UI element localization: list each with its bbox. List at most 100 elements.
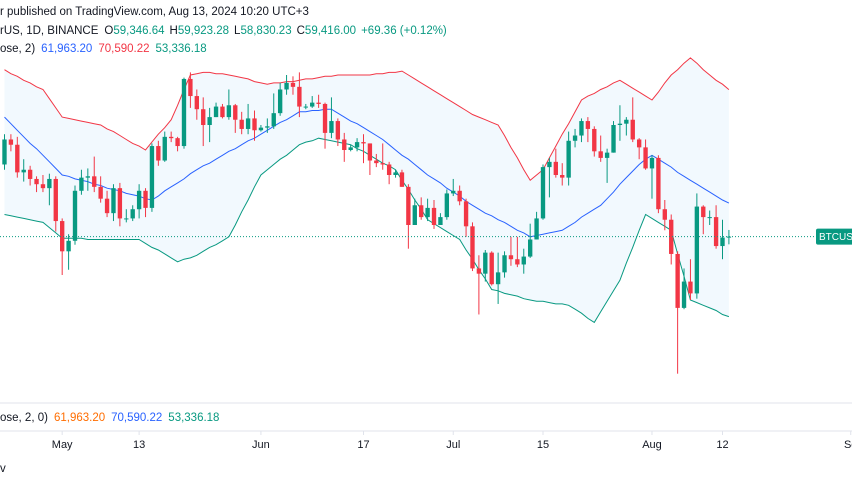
candle-body <box>104 198 110 214</box>
candle-body <box>85 176 91 178</box>
ohlc-key: O <box>104 25 113 37</box>
candle-body <box>66 240 71 252</box>
candle-body <box>233 105 238 120</box>
candle-body <box>521 256 526 265</box>
candle-body <box>149 146 155 208</box>
x-tick-label: 15 <box>537 439 549 451</box>
candle-body <box>265 126 270 128</box>
candle-body <box>15 144 20 173</box>
candle-body <box>483 252 488 274</box>
candle-body <box>27 169 33 179</box>
candle-body <box>53 178 58 222</box>
candle-body <box>495 272 501 285</box>
candle-body <box>271 113 276 127</box>
candle-body <box>60 221 65 252</box>
indicator-legend: ose, 2) 61,963.20 70,590.22 53,336.18 <box>0 43 207 55</box>
candle-body <box>156 146 161 161</box>
published-line: r published on TradingView.com, Aug 13, … <box>0 6 309 18</box>
band-line <box>4 57 730 182</box>
candle-body <box>669 219 674 254</box>
change: +69.36 (+0.12%) <box>361 25 447 37</box>
pane-legend: ose, 2, 0) 61,963.20 70,590.22 53,336.18 <box>0 412 219 424</box>
candle-body <box>117 188 123 219</box>
candle-body <box>72 190 78 241</box>
candle-body <box>98 186 103 199</box>
candle-body <box>239 119 244 129</box>
symbol: rUS, 1D, BINANCE <box>0 25 99 37</box>
x-tick-label: 13 <box>133 439 145 451</box>
pane-legend-value: 61,963.20 <box>54 412 105 424</box>
candle-body <box>649 157 655 169</box>
plot-area: BTCUSD <box>0 57 852 374</box>
candle-body <box>316 102 321 104</box>
candle-body <box>515 259 520 265</box>
candle-body <box>335 121 341 140</box>
candle-body <box>713 217 719 247</box>
ohlc-value: 59,416.00 <box>305 25 356 37</box>
candle-body <box>694 206 700 294</box>
candle-body <box>444 193 450 218</box>
candle-body <box>168 136 174 139</box>
candle-body <box>220 106 225 118</box>
candle-body <box>386 164 392 175</box>
candle-body <box>34 178 39 185</box>
candle-body <box>201 109 206 125</box>
indicator-legend-value: 53,336.18 <box>156 43 207 55</box>
ohlc-value: 58,830.23 <box>240 25 291 37</box>
candle-body <box>92 176 97 187</box>
ohlc-value: 59,923.28 <box>178 25 229 37</box>
legend-area: r published on TradingView.com, Aug 13, … <box>0 6 447 424</box>
candle-body <box>527 239 533 257</box>
candle-body <box>40 184 46 189</box>
candle-body <box>310 102 315 107</box>
candle-body <box>213 106 219 118</box>
candle-body <box>367 143 373 161</box>
candle-body <box>207 117 212 125</box>
candle-body <box>188 78 193 97</box>
candle-body <box>47 178 52 189</box>
candle-body <box>611 125 616 153</box>
ohlc-key: L <box>234 25 241 37</box>
candle-body <box>124 218 129 220</box>
candle-body <box>380 163 385 165</box>
x-tick-label: 12 <box>716 439 728 451</box>
candle-body <box>572 135 578 141</box>
candle-body <box>592 128 597 152</box>
footer-text: v <box>0 463 6 475</box>
pane-legend-value: 53,336.18 <box>168 412 219 424</box>
candle-body <box>540 167 546 219</box>
indicator-legend-value: 70,590.22 <box>98 43 149 55</box>
candle-body <box>297 86 302 107</box>
candle-body <box>547 161 552 168</box>
candle-body <box>463 201 469 227</box>
candle-body <box>136 190 142 210</box>
candle-body <box>290 82 296 87</box>
band-line <box>4 108 730 238</box>
candle-body <box>431 207 437 225</box>
candle-body <box>21 169 26 173</box>
x-tick-label: Se <box>844 439 852 451</box>
ohlc-key: C <box>297 25 305 37</box>
candle-body <box>617 123 623 125</box>
candle-body <box>245 118 251 129</box>
candle-body <box>604 152 610 158</box>
candle-body <box>656 157 661 210</box>
candle-body <box>425 207 430 218</box>
candle-body <box>457 190 462 202</box>
price-tag-label: BTCUSD <box>819 232 852 243</box>
candle-body <box>143 190 148 208</box>
candle-body <box>322 103 328 133</box>
candle-body <box>508 255 514 260</box>
candle-body <box>470 226 475 269</box>
candle-body <box>348 147 353 150</box>
x-tick-label: Jul <box>446 439 460 451</box>
candle-body <box>438 217 443 225</box>
candle-body <box>361 142 366 144</box>
candle-body <box>342 139 347 150</box>
price-tag-box <box>816 228 852 245</box>
x-tick-label: Aug <box>642 439 662 451</box>
candle-body <box>534 218 539 240</box>
ohlc-key: H <box>170 25 178 37</box>
candle-body <box>598 151 603 158</box>
